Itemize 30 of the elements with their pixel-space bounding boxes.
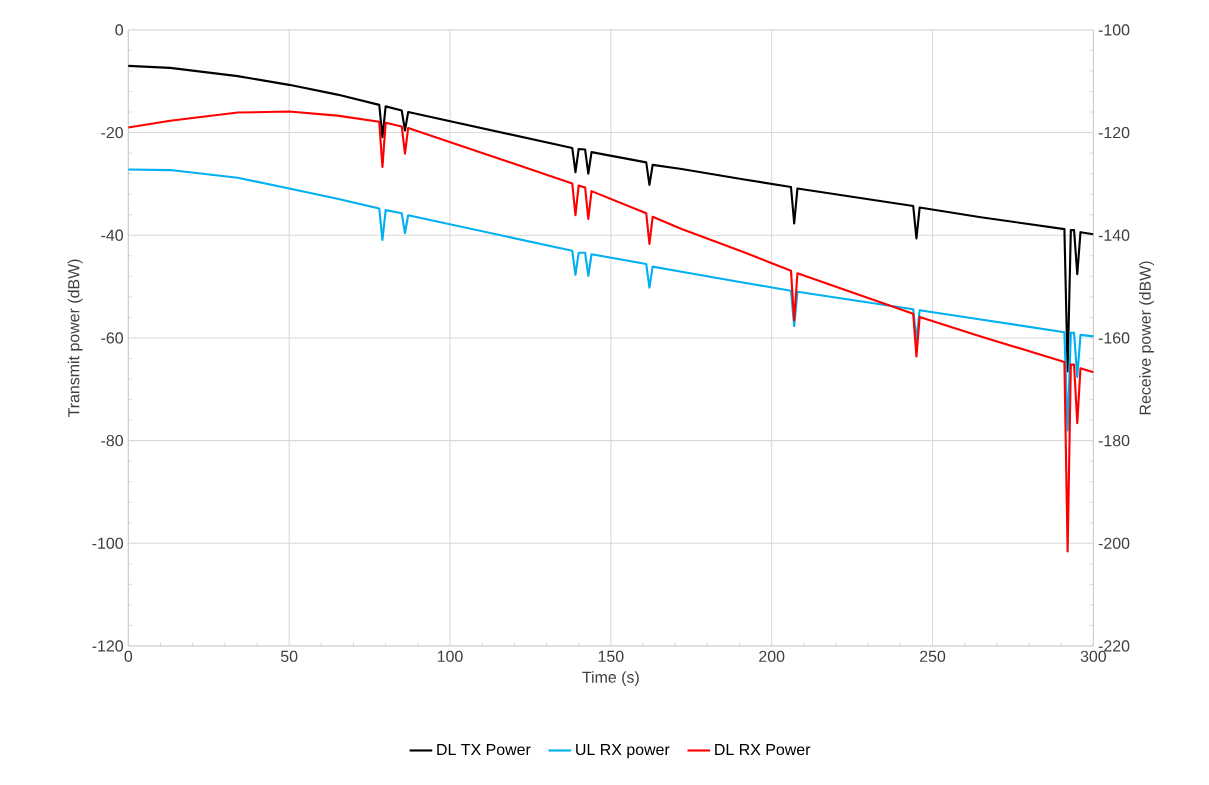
y2-tick-label: -120 xyxy=(1098,127,1130,139)
y2-tick-label: -140 xyxy=(1098,229,1130,242)
line-series xyxy=(127,64,1095,373)
y-tick-label: -80 xyxy=(101,435,123,447)
y-tick-label: -60 xyxy=(101,332,123,344)
y-tick-label: -40 xyxy=(101,229,123,242)
x-tick-label: 200 xyxy=(759,650,785,663)
line-series xyxy=(127,110,1095,553)
y2-tick-label: -220 xyxy=(1098,640,1130,652)
legend-label: DL RX Power xyxy=(715,744,811,756)
legend-label: DL TX Power xyxy=(437,744,531,756)
legend-label: UL RX power xyxy=(576,744,670,759)
y2-tick-label: -180 xyxy=(1098,435,1130,447)
y2-tick-label: -100 xyxy=(1098,24,1130,36)
y-tick-label: 0 xyxy=(115,24,124,36)
line-series xyxy=(127,168,1095,432)
x-tick-label: 100 xyxy=(437,650,463,663)
x-tick-label: 250 xyxy=(920,650,946,663)
y-tick-label: -120 xyxy=(92,640,123,652)
x-tick-label: 300 xyxy=(1080,650,1107,663)
y2-tick-label: -200 xyxy=(1098,537,1130,550)
y2-tick-label: -160 xyxy=(1098,332,1130,344)
y-axis-title: Transmit power (dBW) xyxy=(67,259,83,418)
y-tick-label: -20 xyxy=(101,127,123,139)
y2-axis-title: Receive power (dBW) xyxy=(1139,261,1154,415)
x-axis-title: Time (s) xyxy=(582,671,639,687)
x-tick-label: 0 xyxy=(124,650,133,663)
x-tick-label: 150 xyxy=(598,650,624,663)
x-tick-label: 50 xyxy=(280,650,298,663)
y-tick-label: -100 xyxy=(92,537,123,550)
